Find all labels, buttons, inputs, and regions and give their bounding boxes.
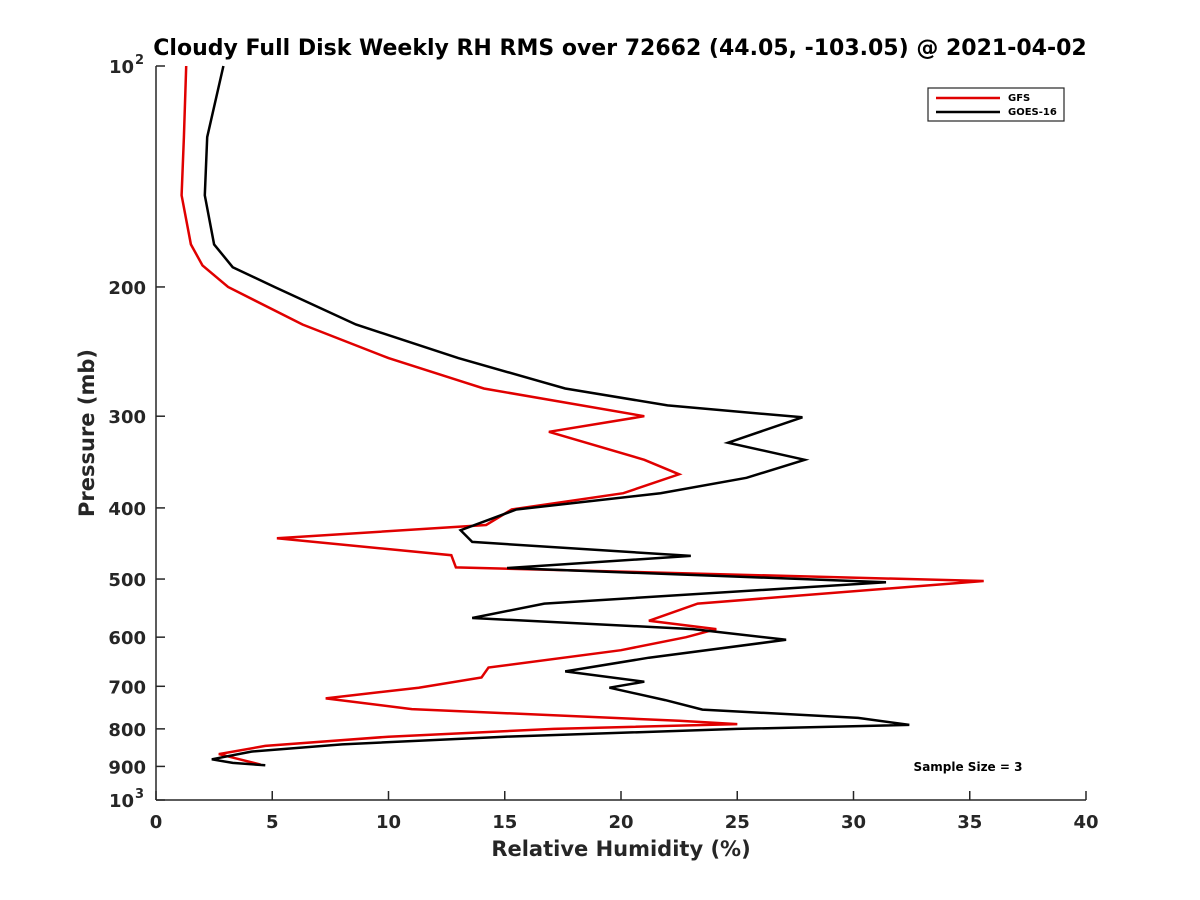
y-tick-label: 10 2 xyxy=(109,53,144,78)
legend-box xyxy=(927,87,1065,122)
y-tick-base: 10 xyxy=(109,791,134,812)
series-line-gfs xyxy=(180,65,984,766)
sample-size-annotation: Sample Size = 3 xyxy=(914,760,1023,774)
x-tick-label: 5 xyxy=(266,812,279,833)
y-tick-label: 400 xyxy=(108,499,146,520)
y-tick-label: 800 xyxy=(108,720,146,741)
x-tick-label: 40 xyxy=(1073,812,1098,833)
y-tick-label: 300 xyxy=(108,407,146,428)
x-axis-label: Relative Humidity (%) xyxy=(491,837,750,861)
plot-area: 0 5 10 15 20 25 30 35 40 10 220030040050060070080… xyxy=(108,53,1098,833)
legend-label-goes16: GOES-16 xyxy=(1008,107,1057,118)
x-tick-label: 25 xyxy=(725,812,750,833)
x-tick-label: 0 xyxy=(150,812,163,833)
x-tick-label: 20 xyxy=(608,812,633,833)
series-layer xyxy=(180,65,984,767)
legend: GFS GOES-16 xyxy=(927,87,1065,122)
y-tick-base: 10 xyxy=(109,57,134,78)
y-tick-label: 900 xyxy=(108,757,146,778)
legend-label-gfs: GFS xyxy=(1008,93,1030,104)
x-tick-label: 15 xyxy=(492,812,517,833)
x-axis-ticks: 0 5 10 15 20 25 30 35 40 xyxy=(150,791,1099,833)
y-tick-exponent: 2 xyxy=(135,53,144,68)
y-axis-label: Pressure (mb) xyxy=(75,349,99,517)
series-line-goes16 xyxy=(203,65,910,767)
y-tick-label: 500 xyxy=(108,570,146,591)
y-tick-label: 10 3 xyxy=(109,787,144,812)
y-tick-label: 600 xyxy=(108,628,146,649)
y-tick-label: 200 xyxy=(108,278,146,299)
x-tick-label: 35 xyxy=(957,812,982,833)
y-tick-exponent: 3 xyxy=(135,787,144,802)
chart-title: Cloudy Full Disk Weekly RH RMS over 7266… xyxy=(153,36,1086,61)
x-tick-label: 10 xyxy=(376,812,401,833)
x-tick-label: 30 xyxy=(841,812,866,833)
y-tick-label: 700 xyxy=(108,677,146,698)
